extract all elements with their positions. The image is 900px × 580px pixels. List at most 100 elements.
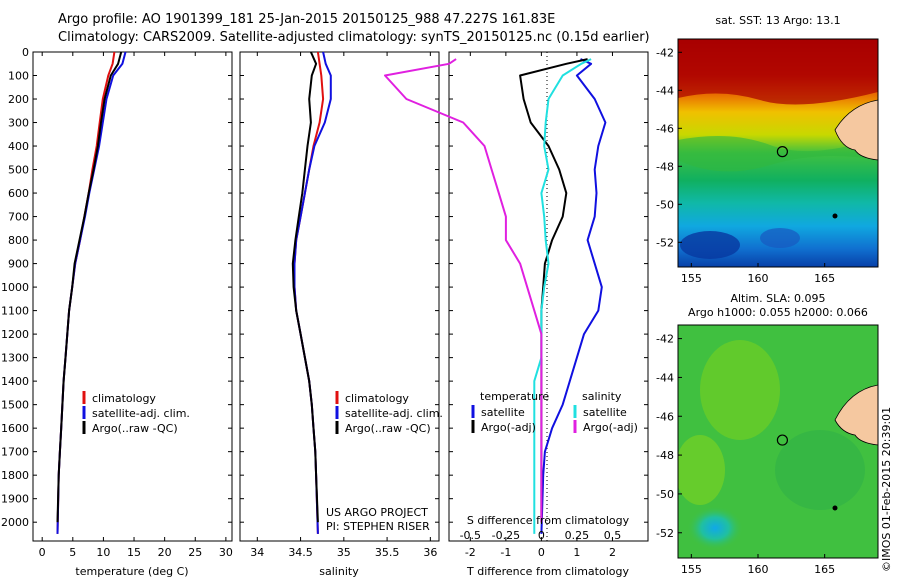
x-tick-label: 10 — [96, 546, 110, 559]
y-tick-label: 0 — [22, 46, 29, 59]
legend-label-climatology: climatology — [92, 392, 156, 405]
sst-map-title: sat. SST: 13 Argo: 13.1 — [715, 14, 840, 27]
lon-tick-label: 155 — [681, 272, 702, 285]
t-difference-axis-label: T difference from climatology — [466, 565, 629, 578]
x-tick-label: 15 — [127, 546, 141, 559]
sla-island — [832, 505, 838, 511]
lon-tick-label: 160 — [748, 272, 769, 285]
x-tick-label: 2 — [609, 546, 616, 559]
x-tick-label: 0 — [538, 546, 545, 559]
s-difference-tick-label: 0 — [538, 529, 545, 542]
lon-tick-label: 155 — [681, 563, 702, 576]
lon-tick-label: 165 — [814, 272, 835, 285]
y-tick-label: 1400 — [1, 375, 29, 388]
y-tick-label: 2000 — [1, 516, 29, 529]
legend-label-satellite: satellite-adj. clim. — [92, 407, 190, 420]
y-tick-label: 1200 — [1, 328, 29, 341]
y-tick-label: 200 — [8, 93, 29, 106]
temperature-plot-area — [32, 51, 233, 542]
s-difference-tick-label: -0.25 — [492, 529, 520, 542]
legend-label-temp-argo: Argo(-adj) — [481, 421, 536, 434]
series-line-argo-raw-qc- — [56, 51, 123, 523]
x-tick-label: 36 — [423, 546, 437, 559]
s-difference-tick-label: 0.5 — [604, 529, 622, 542]
x-tick-label: 5 — [69, 546, 76, 559]
y-tick-label: 800 — [8, 234, 29, 247]
sst-map-panel: sat. SST: 13 Argo: 13.1 -42 -44 -46 -48 -50 -… — [656, 14, 879, 285]
difference-plot-area — [448, 51, 649, 542]
y-tick-label: 1600 — [1, 422, 29, 435]
project-credit: US ARGO PROJECT — [326, 506, 428, 519]
sst-island — [832, 213, 838, 219]
legend-label-sal-argo: Argo(-adj) — [583, 421, 638, 434]
lat-tick-label: -42 — [656, 333, 674, 346]
figure-title-line1: Argo profile: AO 1901399_181 25-Jan-2015… — [58, 12, 556, 27]
difference-legend: temperature satellite Argo(-adj) salinit… — [471, 390, 638, 434]
series-line-temperature-satellite — [540, 58, 607, 534]
y-tick-label: 600 — [8, 187, 29, 200]
sla-coastline — [834, 384, 878, 446]
sst-map-frame — [677, 38, 879, 268]
y-tick-label: 1100 — [1, 305, 29, 318]
legend-title-salinity: salinity — [582, 390, 622, 403]
lat-tick-label: -42 — [656, 46, 674, 59]
s-difference-tick-label: 0.25 — [565, 529, 590, 542]
s-difference-tick-label: -0.5 — [460, 529, 481, 542]
lon-tick-label: 160 — [748, 563, 769, 576]
sla-map-title-line1: Altim. SLA: 0.095 — [730, 292, 825, 305]
lat-tick-label: -48 — [656, 160, 674, 173]
lat-tick-label: -44 — [656, 84, 674, 97]
x-tick-label: 20 — [158, 546, 172, 559]
lat-tick-label: -52 — [656, 236, 674, 249]
salinity-panel: 34 34.5 35 35.5 36 climatology satellite-adj… — [239, 51, 443, 578]
sla-map-panel: Altim. SLA: 0.095 Argo h1000: 0.055 h200… — [656, 292, 879, 576]
imos-timestamp-watermark: ©IMOS 01-Feb-2015 20:39:01 — [880, 406, 893, 572]
legend-label-satellite: satellite-adj. clim. — [345, 407, 443, 420]
lon-tick-label: 165 — [814, 563, 835, 576]
x-tick-label: 1 — [573, 546, 580, 559]
y-tick-label: 500 — [8, 164, 29, 177]
lat-tick-label: -50 — [656, 488, 674, 501]
x-tick-label: 30 — [219, 546, 233, 559]
legend-label-argo: Argo(..raw -QC) — [92, 422, 178, 435]
sla-map-title-line2: Argo h1000: 0.055 h2000: 0.066 — [688, 306, 868, 319]
salinity-plot-area — [239, 51, 440, 542]
sst-field — [678, 39, 878, 267]
y-tick-label: 400 — [8, 140, 29, 153]
y-tick-label: 700 — [8, 211, 29, 224]
x-tick-label: 34.5 — [288, 546, 313, 559]
legend-label-argo: Argo(..raw -QC) — [345, 422, 431, 435]
lat-tick-label: -52 — [656, 527, 674, 540]
temperature-legend: climatology satellite-adj. clim. Argo(..… — [82, 391, 190, 435]
temperature-axis-label: temperature (deg C) — [75, 565, 188, 578]
x-tick-label: 0 — [39, 546, 46, 559]
x-tick-label: -2 — [465, 546, 476, 559]
sst-coastline — [834, 99, 878, 161]
y-tick-label: 1500 — [1, 399, 29, 412]
y-tick-label: 1300 — [1, 352, 29, 365]
x-tick-label: 25 — [188, 546, 202, 559]
x-tick-label: 35 — [337, 546, 351, 559]
legend-label-climatology: climatology — [345, 392, 409, 405]
y-tick-label: 900 — [8, 258, 29, 271]
temperature-panel: 0100200300400500600700800900100011001200… — [1, 46, 233, 578]
y-tick-label: 100 — [8, 70, 29, 83]
legend-label-sal-satellite: satellite — [583, 406, 627, 419]
y-tick-label: 1000 — [1, 281, 29, 294]
lat-tick-label: -44 — [656, 371, 674, 384]
lat-tick-label: -46 — [656, 122, 674, 135]
x-tick-label: 35.5 — [375, 546, 400, 559]
y-tick-label: 1900 — [1, 493, 29, 506]
y-tick-label: 1700 — [1, 446, 29, 459]
lat-tick-label: -48 — [656, 449, 674, 462]
s-difference-axis-label: S difference from climatology — [467, 514, 630, 527]
series-line-salinity-satellite — [533, 58, 592, 534]
series-line-argo-raw-qc- — [291, 51, 319, 523]
sst-argo-position-marker — [776, 146, 789, 158]
lat-tick-label: -50 — [656, 198, 674, 211]
difference-panel: -2 -1 0 1 2 temperature satellite Argo(-adj)… — [384, 51, 649, 578]
pi-credit: PI: STEPHEN RISER — [326, 520, 430, 533]
x-tick-label: 34 — [250, 546, 264, 559]
lat-tick-label: -46 — [656, 410, 674, 423]
